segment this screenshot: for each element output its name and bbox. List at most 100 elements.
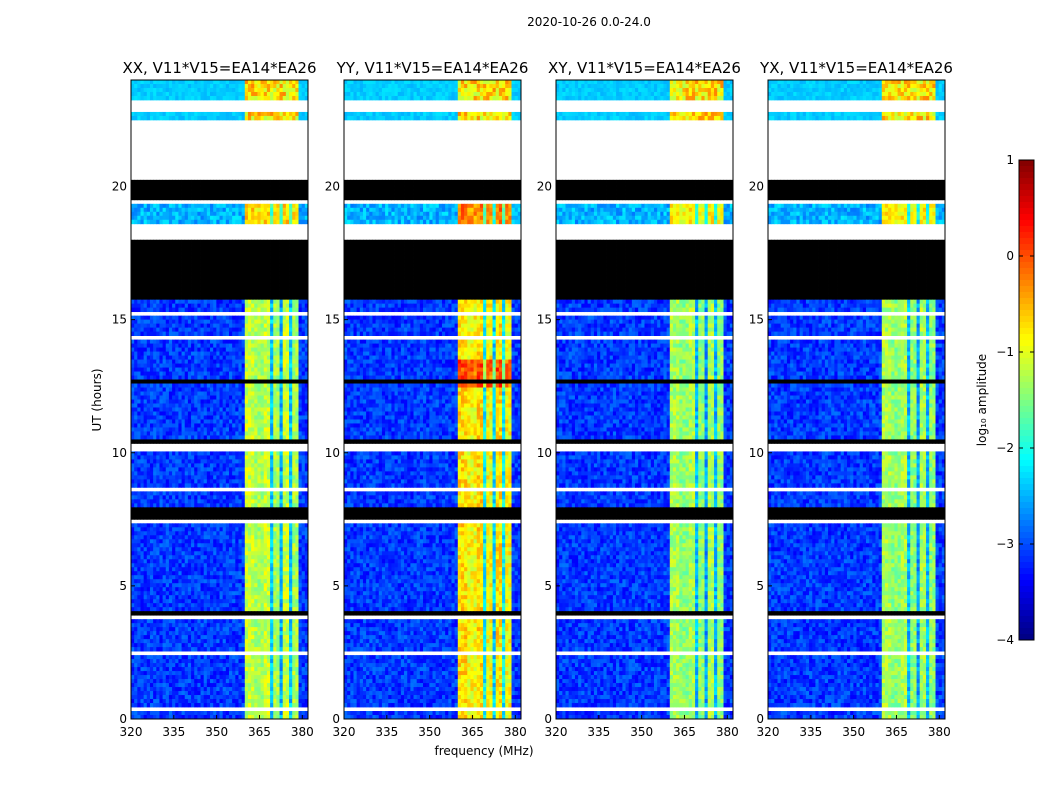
- heatmap-cell: [172, 499, 176, 504]
- heatmap-cell: [292, 347, 296, 352]
- heatmap-cell: [225, 111, 230, 117]
- heatmap-cell: [146, 547, 151, 552]
- heatmap-cell: [187, 355, 192, 360]
- heatmap-cell: [168, 363, 173, 368]
- heatmap-cell: [276, 439, 280, 444]
- heatmap-cell: [153, 419, 157, 424]
- heatmap-cell: [184, 531, 189, 536]
- heatmap-cell: [273, 431, 277, 436]
- heatmap-cell: [279, 343, 284, 348]
- heatmap-cell: [191, 547, 195, 552]
- heatmap-cell: [184, 347, 189, 352]
- heatmap-cell: [219, 239, 224, 245]
- heatmap-cell: [191, 351, 195, 356]
- heatmap-cell: [143, 431, 148, 436]
- heatmap-cell: [241, 279, 246, 285]
- heatmap-cell: [149, 279, 154, 285]
- heatmap-cell: [206, 323, 211, 329]
- heatmap-cell: [140, 527, 145, 532]
- heatmap-cell: [181, 363, 186, 368]
- heatmap-cell: [282, 451, 287, 456]
- heatmap-cell: [200, 455, 205, 460]
- heatmap-cell: [301, 363, 306, 368]
- heatmap-cell: [241, 475, 246, 480]
- heatmap-cell: [225, 371, 230, 376]
- heatmap-cell: [238, 455, 243, 460]
- heatmap-cell: [156, 471, 160, 476]
- heatmap-cell: [159, 115, 164, 121]
- heatmap-cell: [260, 251, 265, 257]
- heatmap-cell: [213, 271, 217, 277]
- heatmap-cell: [134, 187, 138, 193]
- heatmap-cell: [222, 359, 227, 364]
- heatmap-cell: [225, 91, 230, 97]
- heatmap-cell: [181, 415, 186, 420]
- heatmap-cell: [197, 203, 201, 209]
- heatmap-cell: [254, 379, 258, 384]
- heatmap-cell: [266, 283, 271, 289]
- heatmap-cell: [137, 411, 141, 416]
- heatmap-cell: [298, 243, 303, 249]
- heatmap-cell: [219, 547, 224, 552]
- heatmap-cell: [140, 419, 145, 424]
- heatmap-cell: [175, 359, 179, 364]
- heatmap-cell: [228, 115, 233, 121]
- heatmap-cell: [178, 407, 182, 412]
- heatmap-cell: [260, 483, 265, 488]
- heatmap-cell: [162, 415, 167, 420]
- heatmap-cell: [273, 479, 277, 484]
- heatmap-cell: [263, 183, 268, 189]
- heatmap-cell: [235, 463, 239, 468]
- heatmap-cell: [254, 471, 258, 476]
- heatmap-cell: [222, 523, 227, 528]
- heatmap-cell: [257, 331, 261, 336]
- heatmap-cell: [165, 319, 170, 325]
- heatmap-cell: [184, 355, 189, 360]
- heatmap-cell: [289, 527, 293, 532]
- heatmap-cell: [292, 259, 296, 265]
- heatmap-cell: [172, 339, 176, 344]
- heatmap-cell: [146, 499, 151, 504]
- heatmap-cell: [203, 187, 208, 193]
- heatmap-cell: [289, 83, 293, 89]
- heatmap-cell: [216, 275, 220, 281]
- heatmap-cell: [279, 179, 284, 185]
- heatmap-cell: [254, 543, 258, 548]
- heatmap-cell: [184, 539, 189, 544]
- heatmap-cell: [251, 355, 255, 360]
- heatmap-cell: [292, 455, 296, 460]
- heatmap-cell: [285, 91, 290, 97]
- heatmap-cell: [257, 267, 261, 273]
- heatmap-cell: [213, 395, 217, 400]
- heatmap-cell: [304, 207, 309, 213]
- heatmap-cell: [168, 343, 173, 348]
- heatmap-cell: [194, 327, 198, 333]
- heatmap-cell: [251, 83, 255, 89]
- heatmap-cell: [153, 503, 157, 508]
- heatmap-cell: [168, 247, 173, 253]
- heatmap-cell: [191, 375, 195, 380]
- heatmap-cell: [285, 407, 290, 412]
- heatmap-cell: [251, 347, 255, 352]
- heatmap-cell: [251, 239, 255, 245]
- heatmap-cell: [232, 83, 236, 89]
- heatmap-cell: [131, 499, 135, 504]
- heatmap-cell: [222, 455, 227, 460]
- heatmap-cell: [273, 471, 277, 476]
- heatmap-cell: [251, 435, 255, 440]
- heatmap-cell: [200, 279, 205, 285]
- heatmap-cell: [247, 499, 252, 504]
- heatmap-cell: [232, 387, 236, 392]
- heatmap-cell: [260, 111, 265, 117]
- heatmap-cell: [203, 307, 208, 313]
- heatmap-cell: [298, 287, 303, 293]
- heatmap-cell: [187, 203, 192, 209]
- heatmap-cell: [178, 359, 182, 364]
- heatmap-cell: [222, 351, 227, 356]
- heatmap-cell: [172, 307, 176, 313]
- heatmap-cell: [203, 367, 208, 372]
- heatmap-cell: [257, 111, 261, 117]
- heatmap-cell: [260, 479, 265, 484]
- heatmap-cell: [238, 343, 243, 348]
- heatmap-cell: [216, 387, 220, 392]
